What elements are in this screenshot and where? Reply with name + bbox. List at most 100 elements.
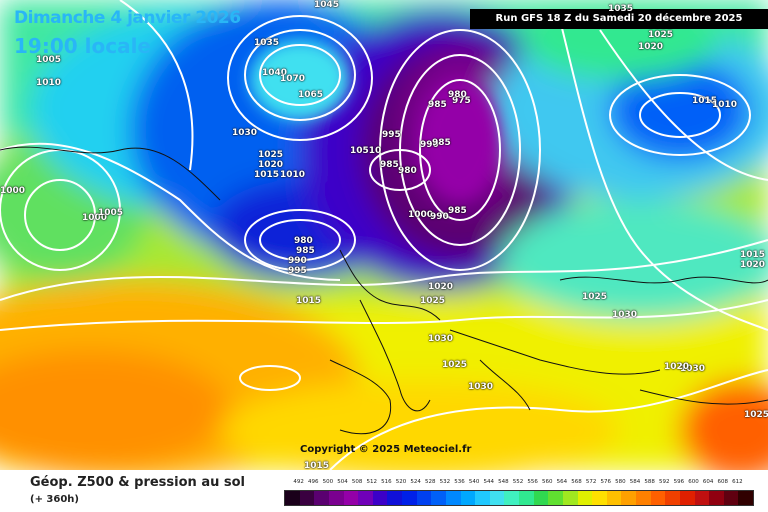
pressure-label: 1025 bbox=[420, 296, 446, 306]
color-scale-swatch bbox=[328, 491, 344, 505]
color-scale-tick: 584 bbox=[629, 479, 641, 485]
pressure-label: 1070 bbox=[280, 74, 306, 84]
pressure-label: 985 bbox=[428, 100, 447, 110]
color-scale-swatch bbox=[475, 491, 490, 505]
color-scale-swatch bbox=[372, 491, 388, 505]
pressure-label: 1020 bbox=[664, 362, 690, 372]
color-scale-tick: 516 bbox=[381, 479, 392, 485]
color-scale-tick: 596 bbox=[673, 479, 685, 485]
pressure-label: 1030 bbox=[680, 364, 706, 374]
color-scale-swatch bbox=[314, 491, 329, 505]
color-scale-swatch bbox=[402, 491, 417, 505]
color-scale-bar bbox=[284, 490, 754, 506]
color-scale-swatch bbox=[723, 491, 739, 505]
color-scale-tick: 572 bbox=[585, 479, 597, 485]
forecast-date: Dimanche 4 janvier 2026 bbox=[14, 8, 241, 28]
pressure-label: 980 bbox=[448, 90, 467, 100]
pressure-label: 990 bbox=[420, 140, 439, 150]
pressure-label: 1015 bbox=[692, 96, 718, 106]
color-scale-tick: 544 bbox=[483, 479, 495, 485]
pressure-label: 1010 bbox=[36, 78, 62, 88]
color-scale-swatch bbox=[577, 491, 593, 505]
pressure-label: 985 bbox=[296, 246, 315, 256]
color-scale-tick: 564 bbox=[556, 479, 568, 485]
run-info: Run GFS 18 Z du Samedi 20 décembre 2025 bbox=[470, 9, 768, 29]
color-scale-ticks: 492 496 500 504 508 512 516 520 524 528 532 536 540 5… bbox=[284, 479, 752, 489]
pressure-label: 1020 bbox=[428, 282, 454, 292]
color-scale-swatch bbox=[533, 491, 549, 505]
color-scale-tick: 500 bbox=[322, 479, 334, 485]
pressure-label: 1030 bbox=[468, 382, 494, 392]
color-scale-tick: 496 bbox=[308, 479, 319, 485]
color-scale-tick: 612 bbox=[732, 479, 743, 485]
color-scale-swatch bbox=[709, 491, 724, 505]
pressure-label: 975 bbox=[452, 96, 471, 106]
color-scale-swatch bbox=[489, 491, 505, 505]
pressure-label: 985 bbox=[448, 206, 467, 216]
color-scale-tick: 508 bbox=[351, 479, 363, 485]
color-scale-tick: 548 bbox=[498, 479, 509, 485]
forecast-time: 19:00 locale bbox=[14, 34, 151, 58]
color-scale-swatch bbox=[445, 491, 461, 505]
pressure-label: 1025 bbox=[648, 30, 674, 40]
color-scale-swatch bbox=[431, 491, 446, 505]
pressure-label: 1020 bbox=[258, 160, 284, 170]
color-scale-swatch bbox=[285, 491, 300, 505]
pressure-label: 980 bbox=[398, 166, 417, 176]
color-scale-tick: 492 bbox=[293, 479, 304, 485]
color-scale-swatch bbox=[504, 491, 519, 505]
pressure-label: 1035 bbox=[608, 4, 634, 14]
copyright: Copyright © 2025 Meteociel.fr bbox=[300, 444, 472, 455]
color-scale-tick: 580 bbox=[615, 479, 626, 485]
pressure-label: 1065 bbox=[298, 90, 324, 100]
color-scale-tick: 536 bbox=[454, 479, 465, 485]
pressure-label: 1000 bbox=[408, 210, 434, 220]
pressure-label: 1025 bbox=[582, 292, 608, 302]
pressure-label: 1030 bbox=[428, 334, 454, 344]
color-scale-tick: 520 bbox=[395, 479, 407, 485]
pressure-label: 1005 bbox=[98, 208, 124, 218]
pressure-label: 1025 bbox=[258, 150, 284, 160]
pressure-label: 985 bbox=[380, 160, 399, 170]
color-scale-tick: 504 bbox=[337, 479, 348, 485]
color-scale-swatch bbox=[562, 491, 578, 505]
color-scale-tick: 540 bbox=[468, 479, 480, 485]
color-scale-swatch bbox=[679, 491, 695, 505]
pressure-label: 1020 bbox=[740, 260, 766, 270]
pressure-label: 1010 bbox=[280, 170, 306, 180]
color-scale-swatch bbox=[606, 491, 622, 505]
color-scale-tick: 568 bbox=[571, 479, 582, 485]
legend-title: Géop. Z500 & pression au sol bbox=[30, 475, 245, 490]
color-scale-tick: 532 bbox=[439, 479, 451, 485]
legend-subtitle: (+ 360h) bbox=[30, 494, 79, 505]
color-scale-tick: 592 bbox=[659, 479, 670, 485]
color-scale-swatch bbox=[387, 491, 402, 505]
pressure-label: 1030 bbox=[612, 310, 638, 320]
color-scale-swatch bbox=[738, 491, 753, 505]
pressure-label: 1035 bbox=[254, 38, 280, 48]
pressure-label: 1000 bbox=[82, 213, 108, 223]
color-scale-tick: 588 bbox=[644, 479, 655, 485]
pressure-label: 995 bbox=[288, 266, 307, 276]
color-scale-swatch bbox=[665, 491, 680, 505]
pressure-label: 1045 bbox=[314, 0, 340, 10]
color-scale-tick: 524 bbox=[410, 479, 421, 485]
color-scale-tick: 512 bbox=[366, 479, 378, 485]
color-scale-swatch bbox=[343, 491, 359, 505]
color-scale-swatch bbox=[299, 491, 315, 505]
pressure-label: 1015 bbox=[254, 170, 280, 180]
pressure-label: 1040 bbox=[262, 68, 288, 78]
pressure-label: 1030 bbox=[232, 128, 258, 138]
pressure-label: 1015 bbox=[304, 461, 330, 471]
pressure-label: 1020 bbox=[638, 42, 664, 52]
color-scale-tick: 608 bbox=[717, 479, 729, 485]
pressure-label: 1015 bbox=[296, 296, 322, 306]
pressure-label: 990 bbox=[288, 256, 307, 266]
pressure-label: 1000 bbox=[0, 186, 26, 196]
pressure-label: 10510 bbox=[350, 146, 382, 156]
pressure-label: 1010 bbox=[712, 100, 738, 110]
color-scale-swatch bbox=[519, 491, 534, 505]
pressure-label: 1025 bbox=[744, 410, 768, 420]
pressure-label: 1025 bbox=[442, 360, 468, 370]
color-scale-swatch bbox=[416, 491, 432, 505]
